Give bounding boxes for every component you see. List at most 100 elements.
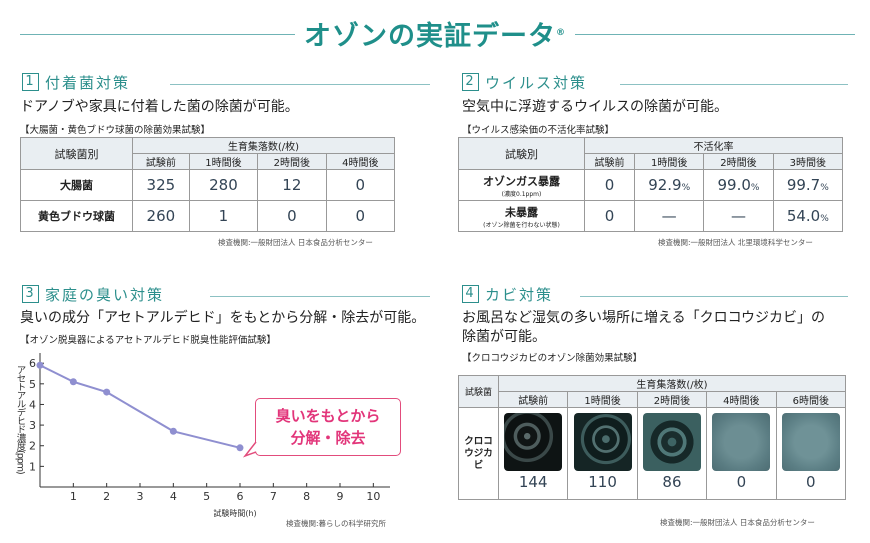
title-rule-right <box>575 34 855 35</box>
table-col: 2時間後 <box>257 153 327 170</box>
table-header: 試験別 <box>458 137 585 170</box>
table-col: 1時間後 <box>188 153 259 170</box>
y-tick-label: 4 <box>29 398 36 411</box>
x-axis-label: 試験時間(h) <box>213 508 256 518</box>
table-col: 4時間後 <box>325 153 396 170</box>
x-tick-label: 3 <box>137 490 144 503</box>
section-4-description-1: お風呂など湿気の多い場所に増える「クロコウジカビ」の <box>462 310 826 326</box>
section-2-rule <box>620 84 848 85</box>
petri-dish-image <box>573 413 632 471</box>
petri-dish-image <box>642 413 701 471</box>
section-3-note: 検査機関:暮らしの科学研究所 <box>286 519 387 528</box>
table-row-label: 黄色ブドウ球菌 <box>20 200 133 232</box>
section-3-heading: 3 家庭の臭い対策 <box>22 284 164 304</box>
table-cell: 99.0% <box>703 169 774 201</box>
data-point <box>103 388 111 396</box>
section-2-table: 試験別 不活化率 試験前 1時間後 2時間後 3時間後 オゾンガス暴露 (濃度0.… <box>458 137 844 232</box>
table-header: 試験菌 <box>458 375 499 408</box>
callout-box: 臭いをもとから 分解・除去 <box>255 398 401 456</box>
data-point <box>236 444 244 452</box>
table-cell: 144 <box>497 407 569 500</box>
table-cell: 280 <box>188 169 259 201</box>
table-cell: 12 <box>257 169 327 201</box>
table-row-label: 大腸菌 <box>20 169 133 201</box>
petri-dish-image <box>712 413 771 471</box>
table-cell: 86 <box>636 407 708 500</box>
x-tick-label: 4 <box>170 490 177 503</box>
y-tick-label: 3 <box>29 419 36 432</box>
table-cell: 260 <box>132 200 190 232</box>
x-tick-label: 2 <box>103 490 110 503</box>
section-4-rule <box>580 296 848 297</box>
section-1-heading: 1 付着菌対策 <box>22 72 130 92</box>
table-group-header: 生育集落数(/枚) <box>132 137 395 154</box>
callout-pointer <box>243 441 257 458</box>
section-2-heading: 2 ウイルス対策 <box>462 72 587 92</box>
section-1-note: 検査機関:一般財団法人 日本食品分析センター <box>218 238 373 247</box>
table-header: 試験菌別 <box>20 137 133 170</box>
table-col: 6時間後 <box>775 391 847 408</box>
x-tick-label: 10 <box>366 490 380 503</box>
table-group-header: 生育集落数(/枚) <box>498 375 846 392</box>
section-4-note: 検査機関:一般財団法人 日本食品分析センター <box>660 518 815 527</box>
x-tick-label: 8 <box>303 490 310 503</box>
x-tick-label: 9 <box>337 490 344 503</box>
data-point <box>36 361 44 369</box>
table-cell: 0 <box>583 200 636 232</box>
table-cell: — <box>634 200 705 232</box>
table-group-header: 不活化率 <box>584 137 843 154</box>
table-cell: 92.9% <box>634 169 705 201</box>
petri-dish-image <box>781 413 840 471</box>
x-tick-label: 1 <box>70 490 77 503</box>
table-cell: 0 <box>706 407 777 500</box>
section-3-rule <box>210 296 430 297</box>
section-4-table: 試験菌 生育集落数(/枚) 試験前 1時間後 2時間後 4時間後 6時間後 クロ… <box>458 375 847 500</box>
table-col: 4時間後 <box>706 391 777 408</box>
y-tick-label: 2 <box>29 440 36 453</box>
table-col: 2時間後 <box>636 391 708 408</box>
table-cell: 0 <box>583 169 636 201</box>
title-rule-left <box>20 34 295 35</box>
section-4-test-name: 【クロコウジカビのオゾン除菌効果試験】 <box>462 353 643 364</box>
section-2-test-name: 【ウイルス感染価の不活化率試験】 <box>462 125 615 136</box>
series-line <box>39 364 241 449</box>
section-1-test-name: 【大腸菌・黄色ブドウ球菌の除菌効果試験】 <box>20 125 211 136</box>
y-tick-label: 5 <box>29 378 36 391</box>
table-cell: 1 <box>188 200 259 232</box>
table-cell: 325 <box>132 169 190 201</box>
table-cell: 54.0% <box>772 200 844 232</box>
section-3-test-name: 【オゾン脱臭器によるアセトアルデヒド脱臭性能評価試験】 <box>20 335 276 346</box>
section-3-description: 臭いの成分「アセトアルデヒド」をもとから分解・除去が可能。 <box>20 310 426 326</box>
petri-dish-image <box>504 413 563 471</box>
y-tick-label: 6 <box>29 357 36 370</box>
table-col: 1時間後 <box>567 391 638 408</box>
table-col: 試験前 <box>132 153 190 170</box>
y-tick-label: 1 <box>29 460 36 473</box>
section-1-description: ドアノブや家具に付着した菌の除菌が可能。 <box>20 99 299 115</box>
table-cell: 99.7% <box>772 169 844 201</box>
table-col: 1時間後 <box>634 153 705 170</box>
table-col: 試験前 <box>583 153 636 170</box>
section-2-description: 空気中に浮遊するウイルスの除菌が可能。 <box>462 99 728 115</box>
table-col: 3時間後 <box>772 153 844 170</box>
page-title: オゾンの実証データ® <box>304 21 566 52</box>
table-row-label: クロコウジカビ <box>458 407 499 500</box>
data-point <box>169 427 177 435</box>
section-2-note: 検査機関:一般財団法人 北里環境科学センター <box>658 238 813 247</box>
section-4-heading: 4 カビ対策 <box>462 284 553 304</box>
table-cell: — <box>703 200 774 232</box>
data-point <box>69 378 77 386</box>
x-tick-label: 5 <box>203 490 210 503</box>
section-4-description-2: 除菌が可能。 <box>462 329 546 345</box>
table-row-label: オゾンガス暴露 (濃度0.1ppm) <box>458 169 585 201</box>
x-tick-label: 6 <box>237 490 244 503</box>
x-tick-label: 7 <box>270 490 277 503</box>
section-1-rule <box>170 84 430 85</box>
section-1-table: 試験菌別 生育集落数(/枚) 試験前 1時間後 2時間後 4時間後 大腸菌 32… <box>20 137 396 232</box>
table-cell: 0 <box>775 407 847 500</box>
table-col: 試験前 <box>497 391 569 408</box>
y-axis-label: アセトアルデヒド濃度(ppm) <box>15 365 27 474</box>
table-cell: 0 <box>325 200 396 232</box>
table-cell: 0 <box>257 200 327 232</box>
table-cell: 110 <box>567 407 638 500</box>
